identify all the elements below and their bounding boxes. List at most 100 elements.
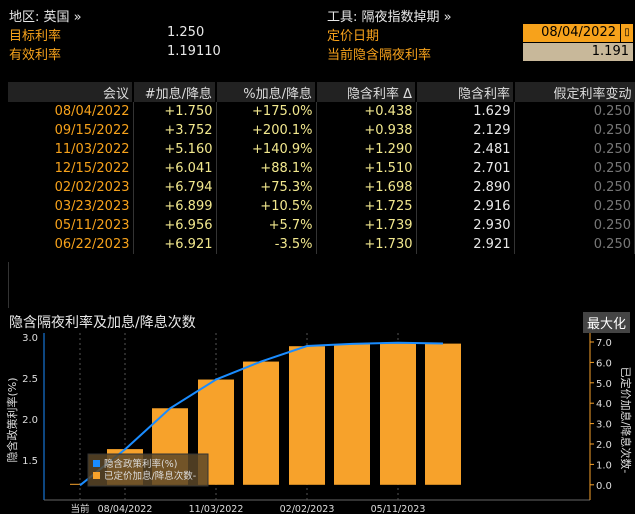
cell: +5.7% (216, 216, 317, 235)
calendar-icon[interactable]: ▯ (621, 24, 633, 42)
cell: 03/23/2023 (8, 197, 134, 216)
cell: +140.9% (216, 140, 317, 159)
cell: 11/03/2022 (8, 140, 134, 159)
pricing-date-input[interactable]: 08/04/2022 (523, 24, 620, 42)
cell: +6.921 (133, 235, 217, 254)
cell: 02/02/2023 (8, 178, 134, 197)
table-row[interactable]: 06/22/2023 +6.921 -3.5% +1.730 2.921 0.250 (8, 235, 635, 254)
left-tick-label: 2.0 (22, 415, 38, 426)
implied-rate-line (79, 341, 444, 487)
bar[interactable] (425, 343, 461, 485)
bar[interactable] (70, 483, 80, 485)
cell: 2.916 (416, 197, 515, 216)
table-row[interactable]: 05/11/2023 +6.956 +5.7% +1.739 2.930 0.250 (8, 216, 635, 235)
cell: 0.250 (514, 121, 635, 140)
cell: +88.1% (216, 159, 317, 178)
cell: 2.129 (416, 121, 515, 140)
legend-swatch (93, 460, 100, 467)
x-tick-label: 02/02/2023 (280, 504, 335, 514)
cell: +6.041 (133, 159, 217, 178)
cell: 0.250 (514, 197, 635, 216)
cell: +175.0% (216, 102, 317, 121)
cell: +1.750 (133, 102, 217, 121)
cell: 05/11/2023 (8, 216, 134, 235)
table-row[interactable]: 11/03/2022 +5.160 +140.9% +1.290 2.481 0.250 (8, 140, 635, 159)
cell: 2.890 (416, 178, 515, 197)
col-hikes[interactable]: #加息/降息 (133, 82, 217, 102)
cell: +200.1% (216, 121, 317, 140)
bar[interactable] (380, 342, 416, 485)
left-tick-label: 2.5 (22, 374, 38, 385)
cell: +6.794 (133, 178, 217, 197)
col-meeting[interactable]: 会议 (8, 82, 134, 102)
table-row[interactable]: 08/04/2022 +1.750 +175.0% +0.438 1.629 0.250 (8, 102, 635, 121)
cell: +0.938 (316, 121, 417, 140)
right-tick-label: 0.0 (596, 481, 612, 492)
right-tick-label: 1.0 (596, 460, 612, 471)
cell: 0.250 (514, 235, 635, 254)
table-empty-area (8, 262, 635, 308)
cell: 0.250 (514, 159, 635, 178)
maximize-button[interactable]: 最大化 (583, 312, 631, 333)
right-axis-label: 已定价加息/降息次数- (619, 367, 633, 474)
cell: +1.739 (316, 216, 417, 235)
col-assumed-change[interactable]: 假定利率变动 (514, 82, 635, 102)
rate-chart: 1.5 2.0 2.5 3.0 0.0 1.0 2.0 3.0 4.0 5.0 6.0 7.0 当前 08… (5, 333, 633, 514)
cell: 0.250 (514, 102, 635, 121)
cell: 08/04/2022 (8, 102, 134, 121)
cell: 06/22/2023 (8, 235, 134, 254)
target-rate-label: 目标利率 (9, 29, 62, 44)
cell: 2.481 (416, 140, 515, 159)
cell: -3.5% (216, 235, 317, 254)
cell: 12/15/2022 (8, 159, 134, 178)
right-tick-label: 4.0 (596, 399, 612, 410)
region-selector[interactable]: 地区: 英国 » (9, 10, 82, 25)
cell: +3.752 (133, 121, 217, 140)
instrument-selector[interactable]: 工具: 隔夜指数掉期 » (327, 10, 452, 25)
table-row[interactable]: 09/15/2022 +3.752 +200.1% +0.938 2.129 0.250 (8, 121, 635, 140)
bar[interactable] (243, 361, 279, 485)
left-axis-label: 隐含政策利率(%) (5, 377, 19, 462)
left-tick-label: 1.5 (22, 456, 38, 467)
cell: +1.730 (316, 235, 417, 254)
bar[interactable] (334, 344, 370, 485)
cell: +6.899 (133, 197, 217, 216)
x-tick-label: 08/04/2022 (98, 504, 153, 514)
bar[interactable] (289, 346, 325, 485)
cell: +6.956 (133, 216, 217, 235)
cell: 1.629 (416, 102, 515, 121)
right-tick-label: 3.0 (596, 420, 612, 431)
cell: 0.250 (514, 178, 635, 197)
table-row[interactable]: 12/15/2022 +6.041 +88.1% +1.510 2.701 0.250 (8, 159, 635, 178)
col-implied-rate[interactable]: 隐含利率 (416, 82, 515, 102)
meetings-table: 会议 #加息/降息 %加息/降息 隐含利率 Δ 隐含利率 假定利率变动 08/0… (8, 82, 635, 254)
right-tick-label: 2.0 (596, 440, 612, 451)
cell: +0.438 (316, 102, 417, 121)
cell: 0.250 (514, 140, 635, 159)
right-tick-label: 6.0 (596, 358, 612, 369)
legend-swatch (93, 472, 100, 479)
pricing-date-label: 定价日期 (327, 29, 380, 44)
right-tick-label: 7.0 (596, 338, 612, 349)
cell: +1.510 (316, 159, 417, 178)
legend-label: 已定价加息/降息次数- (104, 470, 196, 482)
target-rate-value: 1.250 (167, 25, 205, 40)
cell: 09/15/2022 (8, 121, 134, 140)
current-implied-value: 1.191 (523, 43, 633, 61)
legend-label: 隐含政策利率(%) (104, 458, 177, 470)
right-tick-label: 5.0 (596, 379, 612, 390)
col-pct-hikes[interactable]: %加息/降息 (216, 82, 317, 102)
current-implied-label: 当前隐含隔夜利率 (327, 48, 432, 63)
col-implied-delta[interactable]: 隐含利率 Δ (316, 82, 417, 102)
table-row[interactable]: 03/23/2023 +6.899 +10.5% +1.725 2.916 0.250 (8, 197, 635, 216)
x-tick-label: 11/03/2022 (189, 504, 244, 514)
cell: 2.921 (416, 235, 515, 254)
cell: +5.160 (133, 140, 217, 159)
left-tick-label: 3.0 (22, 333, 38, 344)
cell: +1.698 (316, 178, 417, 197)
cell: +10.5% (216, 197, 317, 216)
cell: +1.290 (316, 140, 417, 159)
table-row[interactable]: 02/02/2023 +6.794 +75.3% +1.698 2.890 0.250 (8, 178, 635, 197)
cell: 2.930 (416, 216, 515, 235)
cell: 2.701 (416, 159, 515, 178)
